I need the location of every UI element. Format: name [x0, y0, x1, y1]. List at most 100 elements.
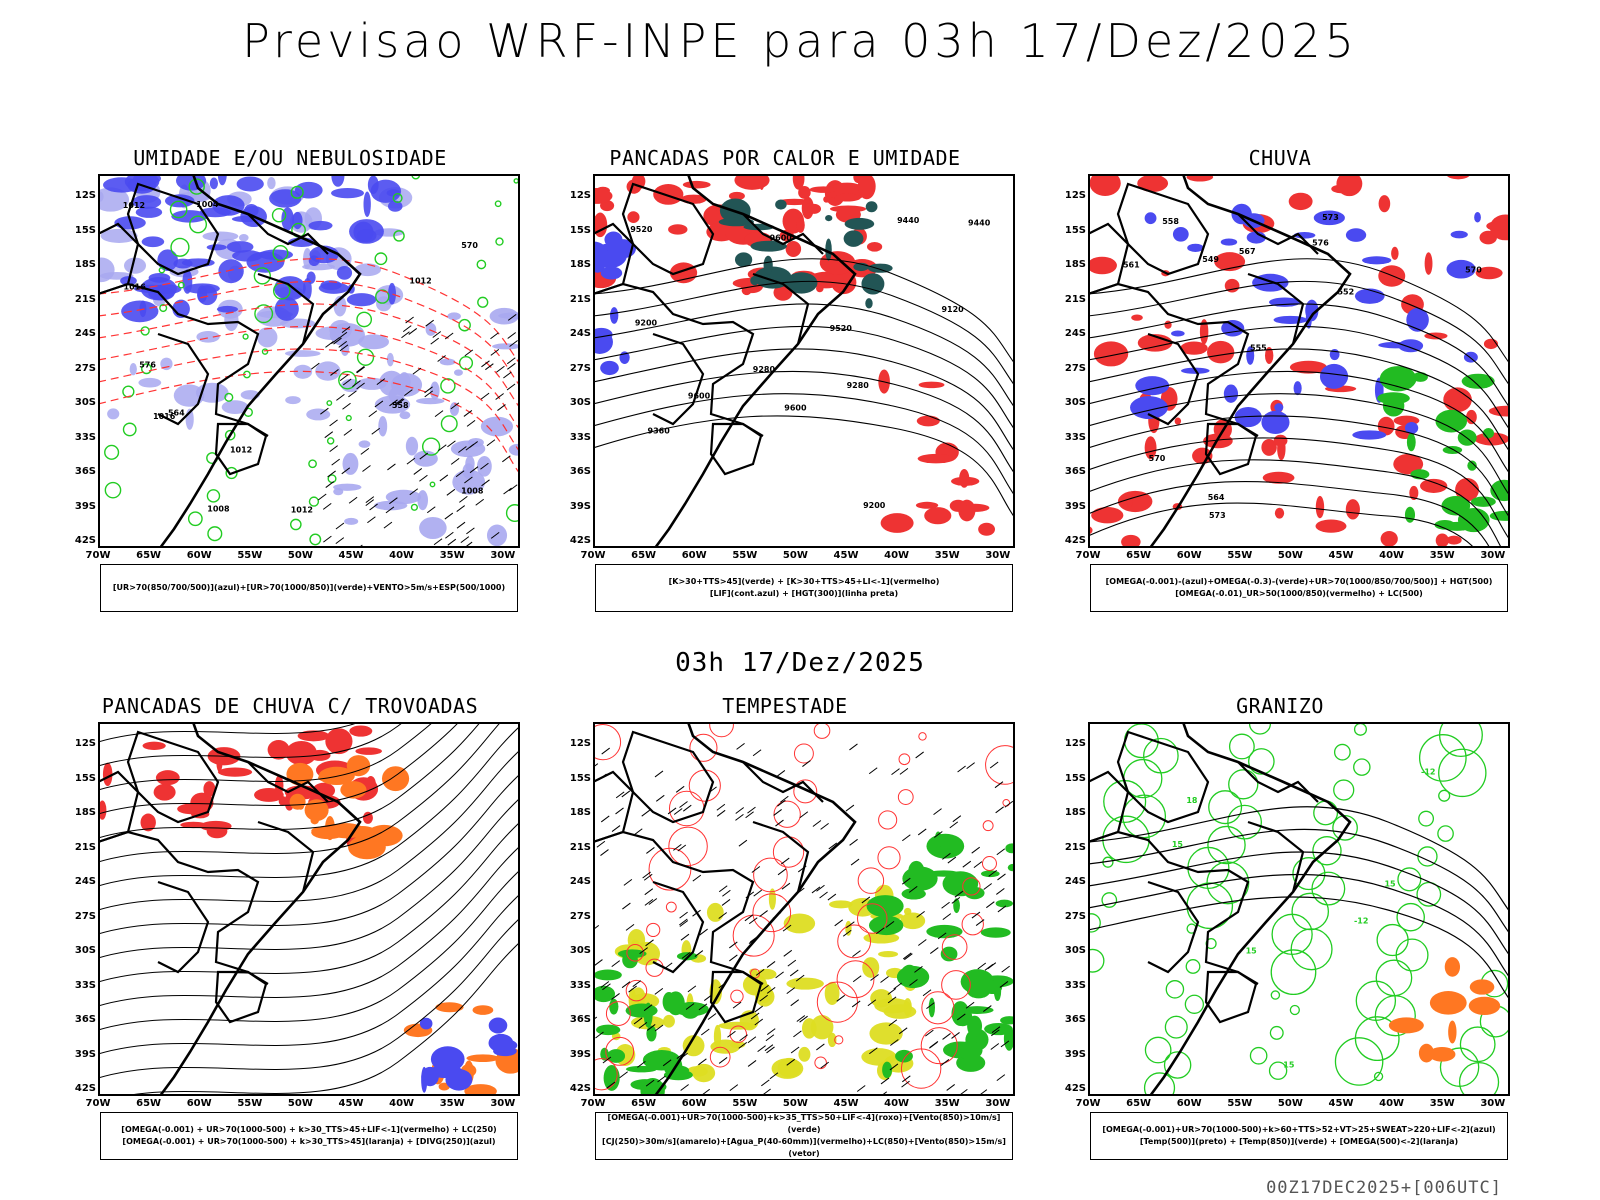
wind-vector [503, 487, 512, 495]
rain-red-fill [1443, 387, 1472, 413]
height-contour [593, 393, 1015, 497]
wind-vector [645, 1079, 655, 1087]
jet-yellow-fill [900, 912, 926, 930]
rain-blue-fill [1220, 238, 1238, 246]
wind-green-fill [983, 980, 1003, 995]
wind-vector [376, 378, 386, 386]
wind-green-fill [603, 1065, 620, 1091]
wind-vector [692, 874, 702, 882]
wind-vector [889, 1063, 899, 1071]
wind-vector [869, 1047, 878, 1055]
lon-axis: 70W 65W 60W 55W 50W 45W 40W 35W 30W [86, 550, 520, 562]
convection-red-fill [918, 381, 945, 389]
lat-tick-label: 33S [569, 979, 591, 991]
rain-red-fill [1466, 409, 1477, 425]
wind-green-fill [593, 985, 616, 1003]
wind-vector [481, 360, 490, 368]
storm-red-fill [98, 800, 107, 820]
streamline [98, 722, 362, 743]
contour-label: 9440 [897, 216, 920, 225]
temp850-contour [1268, 1061, 1288, 1080]
border-line [752, 272, 810, 345]
wind-vector [456, 521, 466, 529]
lon-tick-label: 45W [338, 550, 364, 561]
humidity-green-contour [225, 466, 238, 480]
wind-vector [339, 344, 349, 352]
wind-green-fill [868, 915, 904, 936]
streamline [98, 722, 434, 791]
storm-orange-fill [472, 1005, 494, 1015]
wind-vector [408, 328, 418, 335]
lon-tick-label: 30W [985, 1098, 1011, 1109]
wind-vector [790, 1046, 800, 1054]
wind-vector [901, 877, 911, 885]
convection-red-fill [668, 224, 688, 235]
panel-legend: [OMEGA(-0.001)-(azul)+OMEGA(-0.3)-(verde… [1090, 564, 1508, 612]
wind-vector [914, 965, 923, 973]
humidity-light-fill [285, 396, 301, 405]
humidity-green-contour [393, 230, 405, 242]
panel-title: TEMPESTADE [722, 694, 848, 718]
height-contour [593, 280, 1015, 387]
wind-vector [700, 1028, 710, 1036]
temp850-contour [1373, 1071, 1384, 1082]
wind-vector [716, 803, 726, 811]
humidity-green-contour [242, 333, 249, 340]
wind-vector [644, 898, 654, 906]
convection-red-fill [798, 186, 811, 199]
wind-vector [802, 760, 811, 767]
wind-vector [389, 497, 398, 505]
temp850-contour [1102, 815, 1150, 864]
coastline [653, 722, 857, 1096]
rain-red-fill [1262, 471, 1295, 484]
temp850-contour [1438, 748, 1487, 798]
lon-tick-label: 30W [985, 550, 1011, 561]
convection-teal-fill [718, 217, 754, 227]
lon-tick-label: 55W [1227, 1098, 1253, 1109]
convection-red-fill [951, 476, 980, 486]
humidity-green-contour [290, 518, 302, 531]
lon-tick-label: 60W [1176, 550, 1202, 561]
wind-vector [996, 888, 1005, 895]
wind-vector [893, 982, 902, 990]
wind-vector [644, 888, 654, 896]
wind-vector [949, 821, 959, 829]
humidity-green-contour [513, 178, 520, 184]
border-line [1247, 272, 1305, 345]
temp850-contour [1270, 949, 1317, 996]
map-svg: 9600 9600 9600 9520 9520 9440 9440 9360 9280 9200… [593, 174, 1015, 548]
map-frame [98, 174, 520, 548]
divergence-blue-fill [491, 1039, 518, 1052]
precip-water-contour [961, 913, 984, 936]
storm-orange-fill [297, 802, 305, 810]
wind-vector [446, 488, 456, 496]
wind-vector [816, 1043, 825, 1051]
wind-vector [360, 447, 370, 455]
map-svg: 1012101210121012101610081008101610045705… [98, 174, 520, 548]
humidity-green-contour [440, 378, 456, 394]
wind-vector [718, 1057, 728, 1064]
contour-label: -12 [1421, 768, 1435, 777]
wind-vector [352, 380, 361, 388]
wind-vector [480, 462, 489, 470]
map-svg [98, 722, 520, 1096]
wind-vector [916, 910, 925, 918]
streamline [98, 773, 520, 935]
contour-label: 570 [1465, 266, 1482, 275]
humidity-blue-fill [206, 244, 227, 251]
rain-green-fill [1382, 395, 1405, 417]
lon-axis: 70W 65W 60W 55W 50W 45W 40W 35W 30W [1076, 550, 1510, 562]
wind-vector [1004, 800, 1014, 808]
border-line [621, 182, 715, 276]
wind-vector [506, 383, 516, 391]
thickness-contour [98, 348, 520, 453]
wind-vector [425, 319, 434, 327]
contour-label: 558 [1162, 217, 1179, 226]
divergence-blue-fill [430, 1046, 465, 1073]
precip-water-contour [709, 722, 734, 738]
temp850-contour [1088, 948, 1105, 973]
lon-tick-label: 55W [732, 550, 758, 561]
jet-yellow-fill [870, 989, 893, 1008]
lat-tick-label: 18S [74, 259, 96, 270]
lon-tick-label: 30W [1480, 550, 1506, 561]
